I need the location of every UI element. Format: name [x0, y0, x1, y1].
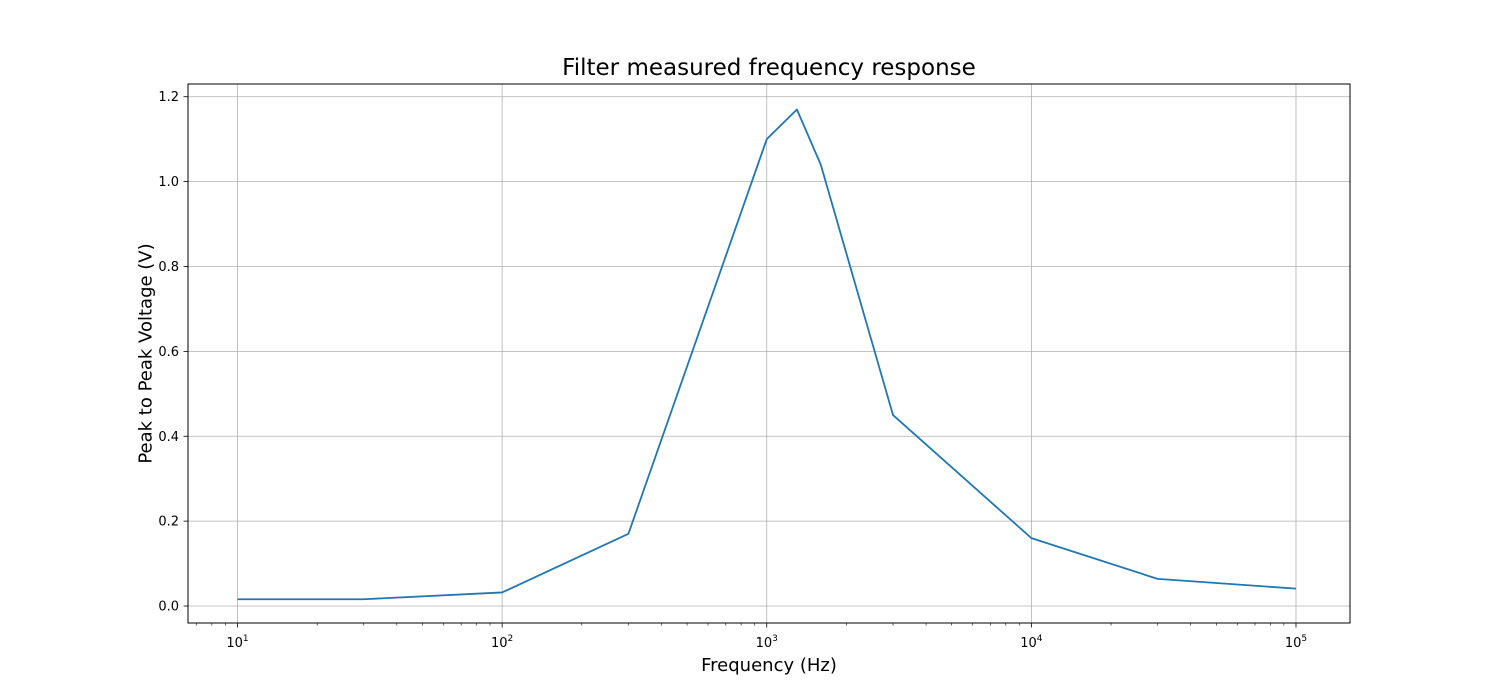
series-line — [237, 108, 1297, 601]
y-tick-label: 1.0 — [158, 175, 179, 190]
x-tick-label-base: 10 — [491, 636, 508, 651]
x-tick-label-base: 10 — [1020, 636, 1037, 651]
x-tick-label-exponent: 4 — [1037, 634, 1043, 644]
y-tick-label: 0.8 — [158, 260, 179, 275]
x-tick-label-exponent: 1 — [243, 634, 249, 644]
series-layer — [237, 108, 1297, 601]
x-tick-label: 101 — [226, 634, 248, 651]
plot-area-frame — [187, 83, 1351, 624]
x-tick-label: 103 — [756, 634, 778, 651]
x-tick-label-base: 10 — [226, 636, 243, 651]
x-tick-label-base: 10 — [756, 636, 773, 651]
x-tick-label: 102 — [491, 634, 513, 651]
chart-title: Filter measured frequency response — [562, 55, 976, 81]
y-tick-label: 1.2 — [158, 90, 179, 105]
y-tick-label: 0.2 — [158, 515, 179, 530]
x-tick-label: 104 — [1020, 634, 1043, 651]
x-tick-label-exponent: 2 — [508, 634, 514, 644]
x-axis-ticks: 101 102 103 104 105 — [196, 623, 1307, 651]
x-tick-label-base: 10 — [1285, 636, 1302, 651]
y-axis-ticks: 0.0 0.2 0.4 0.6 0.8 1.0 1.2 — [158, 90, 188, 615]
y-axis-label: Peak to Peak Voltage (V) — [135, 243, 156, 463]
y-tick-label: 0.4 — [158, 430, 179, 445]
x-tick-label: 105 — [1285, 634, 1307, 651]
x-tick-label-exponent: 3 — [772, 634, 778, 644]
grid — [188, 84, 1350, 623]
y-tick-label: 0.6 — [158, 345, 179, 360]
x-axis-label: Frequency (Hz) — [701, 655, 837, 676]
y-tick-label: 0.0 — [158, 600, 179, 615]
x-tick-label-exponent: 5 — [1301, 634, 1307, 644]
